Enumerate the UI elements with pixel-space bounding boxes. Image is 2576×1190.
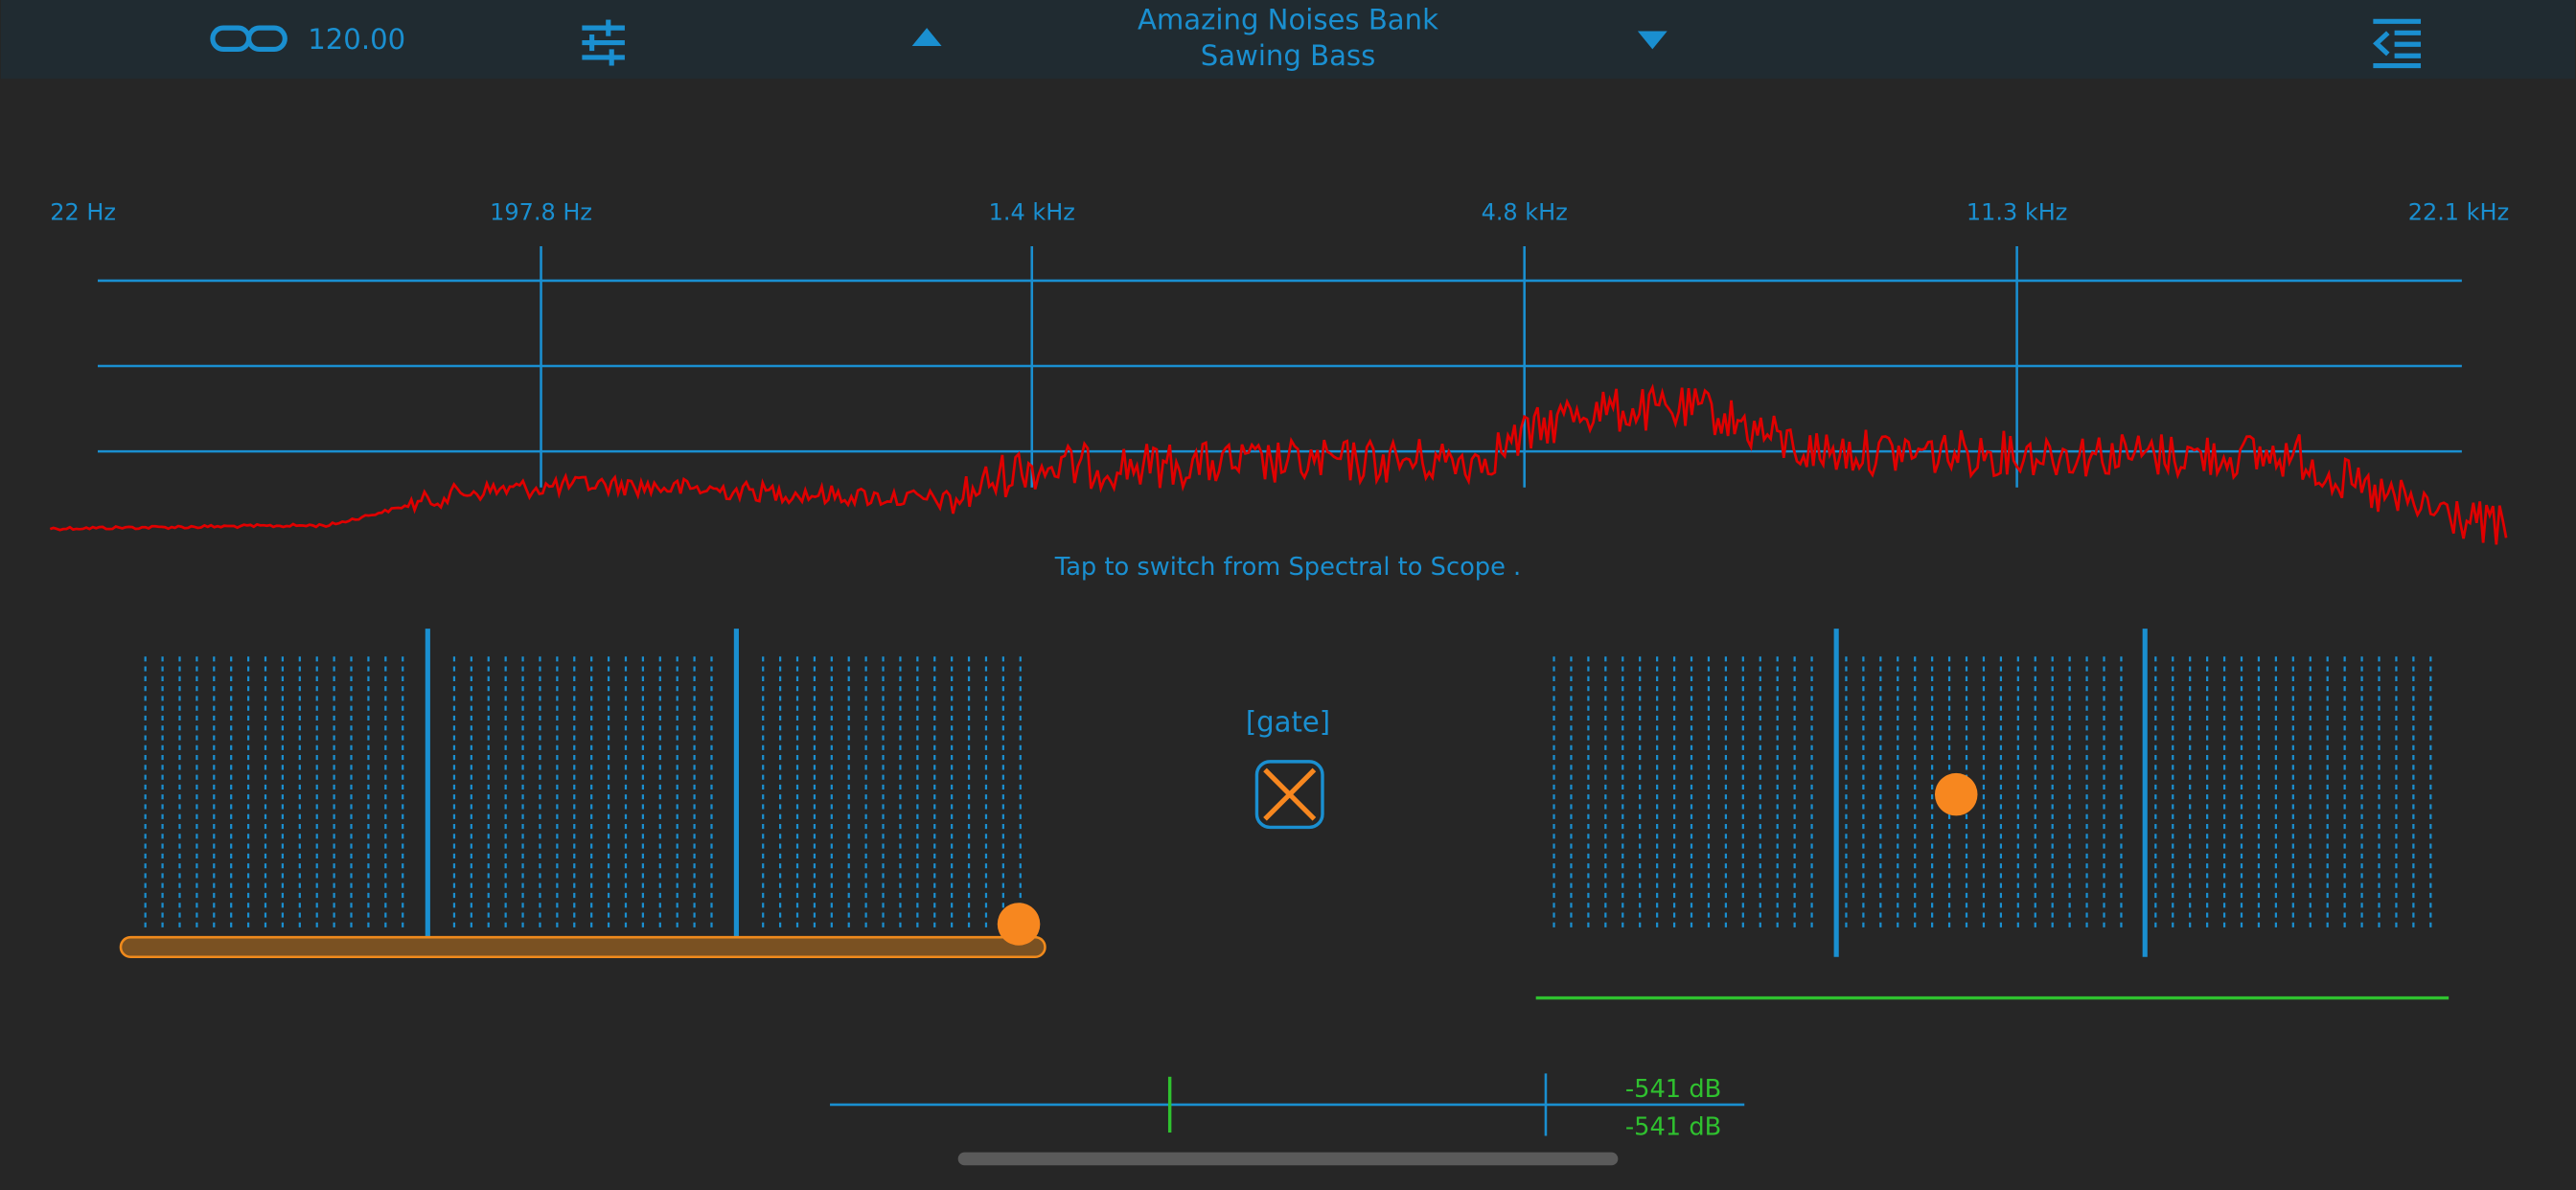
spectrum-grid (98, 245, 2462, 488)
preset-name[interactable]: Sawing Bass (1201, 39, 1376, 72)
right-pad-handle[interactable] (1934, 772, 1978, 816)
frequency-label: 11.3 kHz (1966, 199, 2067, 226)
link-icon[interactable] (210, 25, 288, 52)
bank-name[interactable]: Amazing Noises Bank (1138, 3, 1438, 35)
hint[interactable]: Tap to switch from Spectral to Scope . (1054, 553, 1521, 582)
previous-preset[interactable] (911, 28, 942, 46)
home-indicator (957, 1152, 1619, 1166)
spectrum-view[interactable]: 22 Hz 197.8 Hz 1.4 kHz 4.8 kHz 11.3 kHz 22.1 … (49, 199, 2509, 545)
xy-pads (144, 629, 2432, 957)
spectrum-curve (49, 383, 2508, 545)
frequency-label: 1.4 kHz (989, 199, 1075, 226)
gate-x (1263, 767, 1317, 821)
frequency-label: 22 Hz (50, 199, 116, 226)
next-preset[interactable] (1637, 31, 1668, 50)
gate-label: [gate] (1246, 705, 1330, 738)
frequency-label: 4.8 kHz (1482, 199, 1568, 226)
level-readout: -541 dB (1625, 1075, 1721, 1104)
range-bar[interactable] (119, 935, 1046, 959)
left-pad-handle[interactable] (997, 903, 1041, 946)
tempo[interactable]: 120.00 (308, 23, 405, 56)
settings-icon[interactable] (582, 19, 625, 66)
frequency-label: 22.1 kHz (2408, 199, 2509, 226)
gate-checkbox[interactable] (1254, 760, 1324, 830)
level-readout: -541 dB (1625, 1112, 1721, 1141)
menu-icon[interactable] (2373, 18, 2422, 69)
frequency-label: 197.8 Hz (490, 199, 592, 226)
top-bar (0, 0, 2576, 80)
